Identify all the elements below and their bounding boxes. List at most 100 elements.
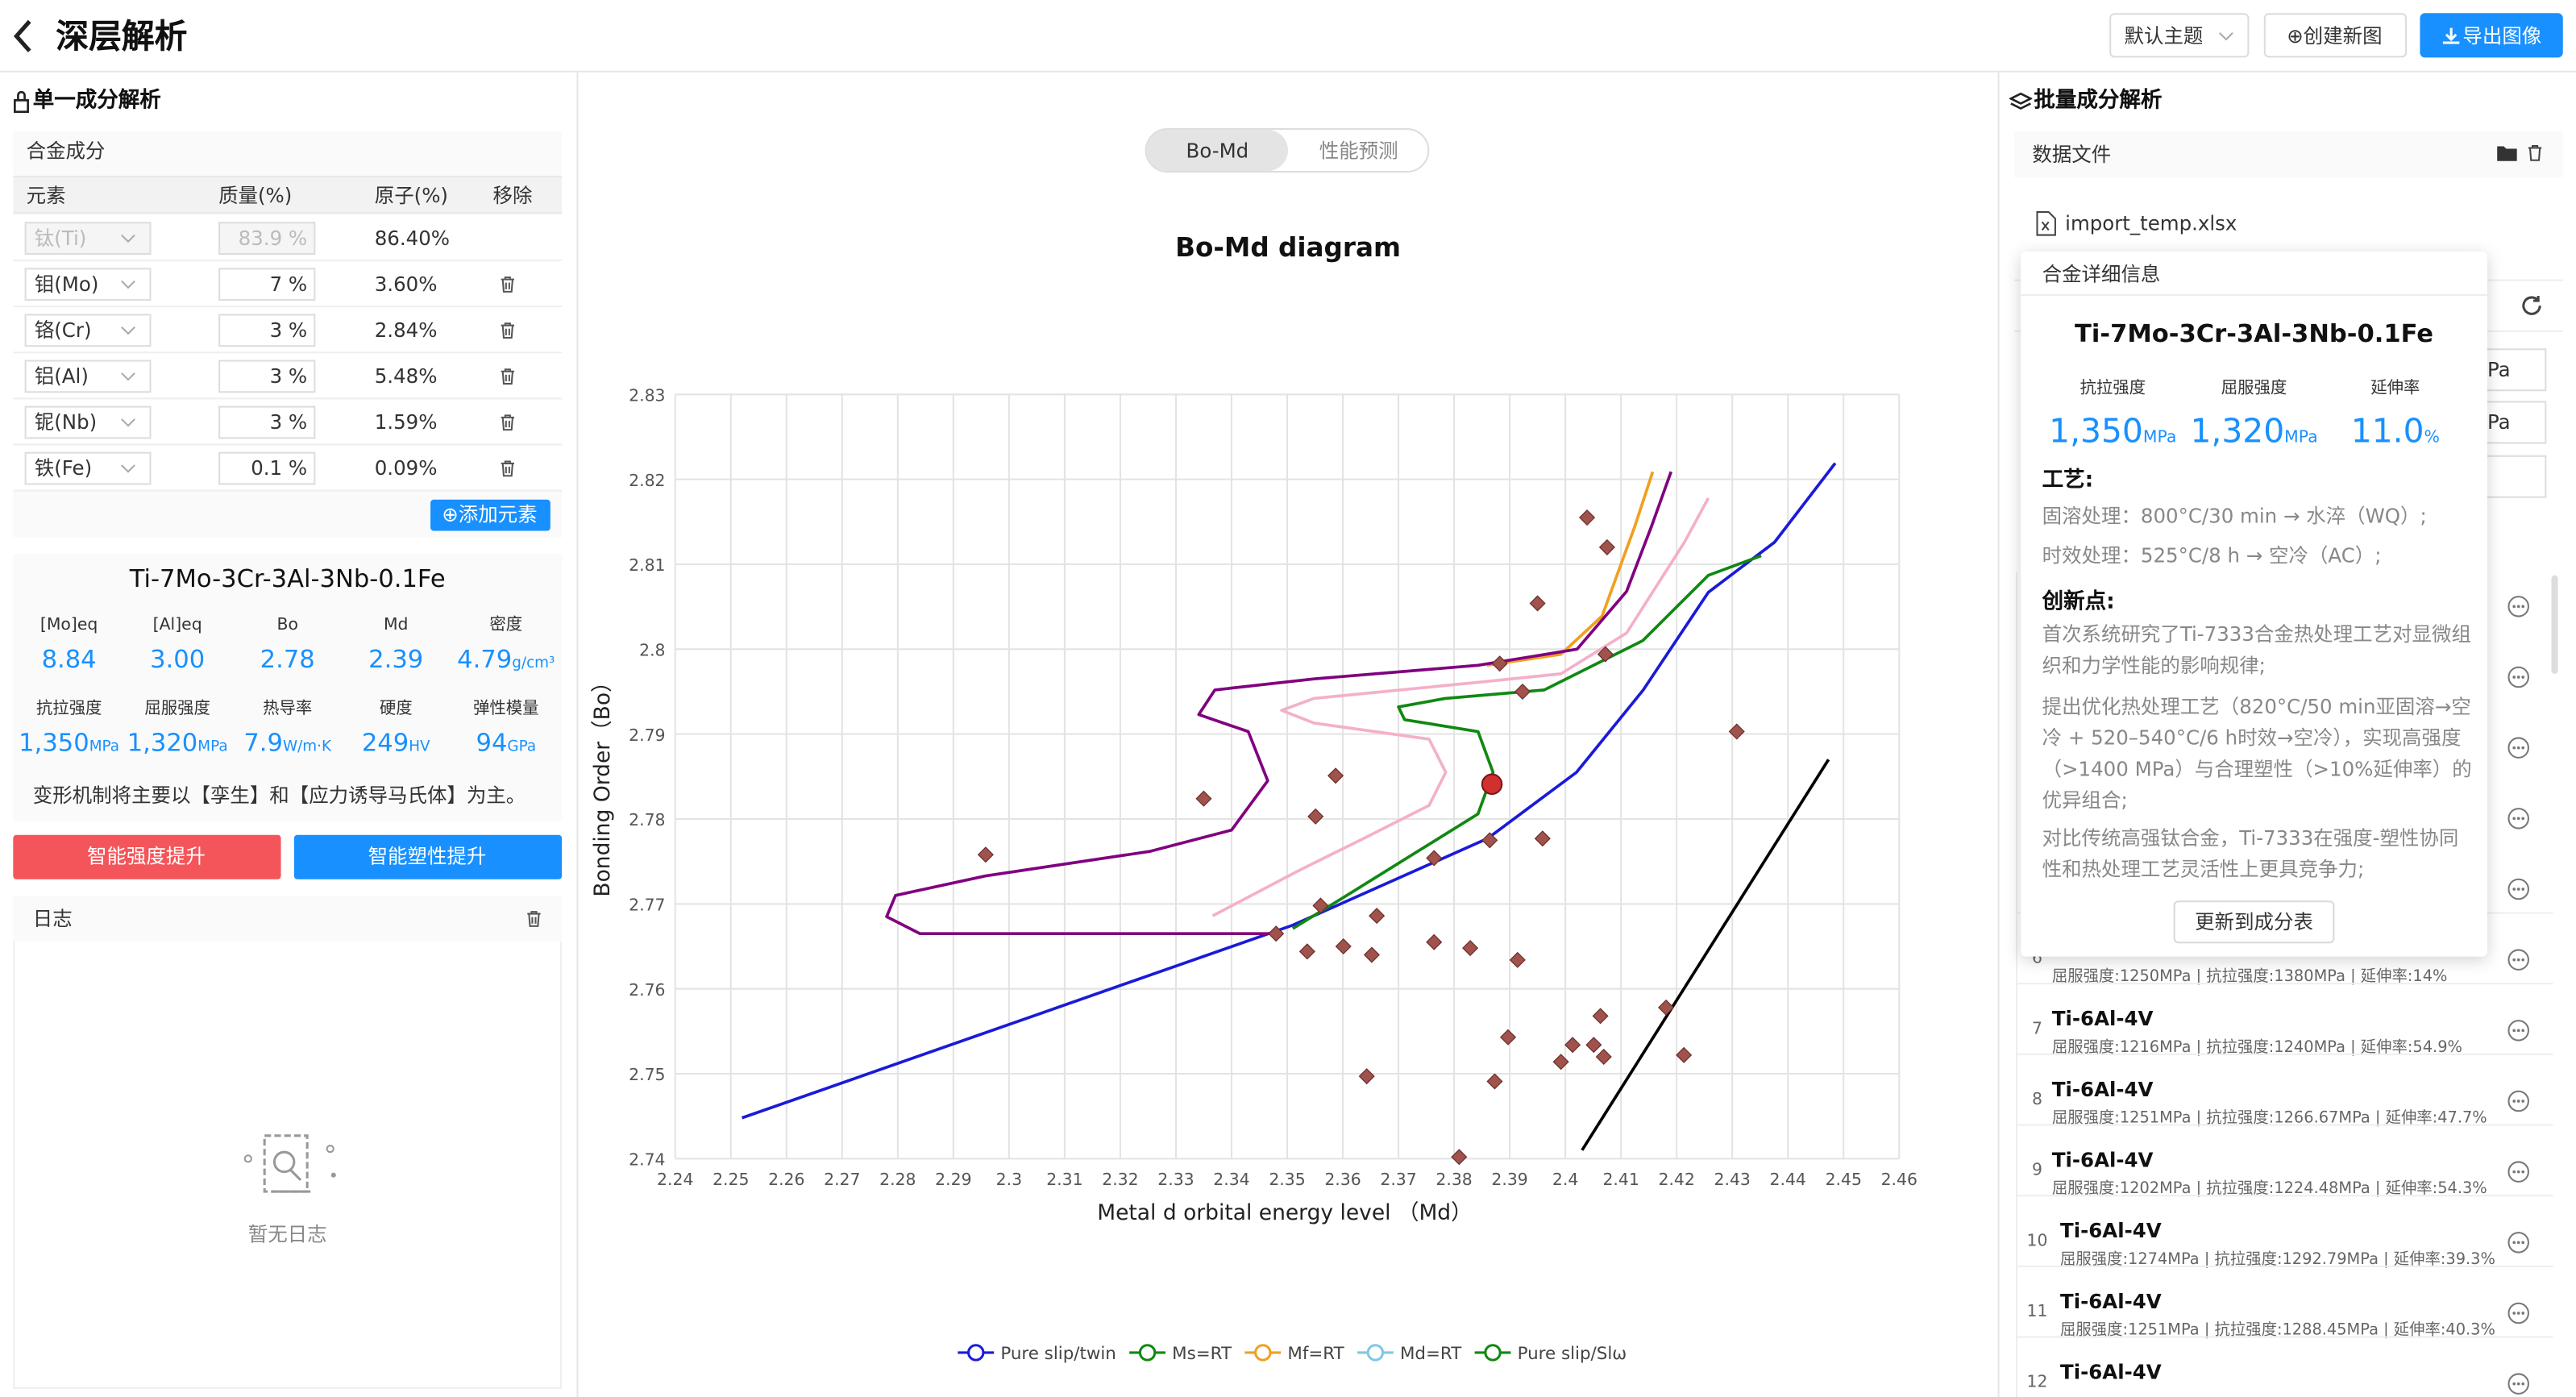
empty-log-icon-part	[326, 1145, 334, 1154]
select-arrow-part-part	[121, 234, 135, 243]
more-icon-part	[2507, 1302, 2529, 1324]
data-point	[1268, 925, 1285, 942]
item-index: 7	[2031, 1021, 2042, 1039]
remove-icon-part	[501, 368, 514, 385]
more-icon-part-part	[2512, 1029, 2516, 1033]
data-point	[1592, 1008, 1609, 1025]
back-icon[interactable]	[10, 18, 36, 54]
new-chart-button[interactable]	[2263, 13, 2408, 58]
element-select[interactable]	[24, 405, 152, 439]
more-icon[interactable]	[2507, 595, 2530, 618]
list-divider	[2017, 1053, 2553, 1055]
more-icon-part-part	[2516, 1100, 2520, 1103]
mass-value: 7 %	[269, 272, 308, 296]
more-icon-part	[2507, 1373, 2529, 1395]
remove-icon[interactable]	[498, 367, 517, 386]
more-icon[interactable]	[2507, 1019, 2530, 1042]
scrollbar	[2551, 575, 2558, 674]
remove-icon[interactable]	[498, 459, 517, 478]
select-arrow	[120, 464, 136, 473]
param-number: 8.84	[41, 644, 97, 674]
more-icon[interactable]	[2507, 1160, 2530, 1183]
more-icon[interactable]	[2507, 1372, 2530, 1395]
data-point	[1564, 1037, 1581, 1054]
refresh-icon[interactable]	[2520, 294, 2544, 318]
item-index: 9	[2031, 1162, 2042, 1180]
mass-value: 3 %	[269, 364, 308, 389]
x-tick-label: 2.25	[713, 1170, 749, 1189]
element-name: 铬(Cr)	[34, 318, 92, 343]
y-tick-label: 2.74	[629, 1150, 665, 1170]
remove-icon-part-part	[501, 276, 514, 293]
column-header: 移除	[492, 184, 533, 207]
log-header	[13, 896, 563, 942]
more-icon[interactable]	[2507, 1302, 2530, 1325]
item-desc: 屈服强度:1251MPa | 抗拉强度:1288.45MPa | 延伸率:40.…	[2060, 1321, 2495, 1340]
element-select[interactable]	[24, 360, 152, 393]
add-element-button[interactable]	[430, 499, 551, 531]
plasticity-button[interactable]	[293, 834, 563, 879]
more-icon[interactable]	[2507, 807, 2530, 830]
element-select[interactable]	[24, 268, 152, 301]
element-select[interactable]	[24, 451, 152, 485]
property-value: 7.9W/m·K	[243, 728, 331, 763]
mass-value: 3 %	[269, 318, 308, 343]
remove-icon[interactable]	[498, 413, 517, 432]
section-icon-part-part	[14, 90, 29, 113]
more-icon[interactable]	[2507, 948, 2530, 971]
folder-icon[interactable]	[2495, 143, 2519, 162]
atomic-value: 0.09%	[374, 456, 438, 480]
data-point	[1312, 897, 1329, 914]
mass-input[interactable]	[218, 405, 316, 439]
series-line	[1291, 554, 1762, 930]
page-title: 深层解析	[56, 16, 188, 56]
more-icon[interactable]	[2507, 1231, 2530, 1254]
mass-input	[218, 222, 316, 256]
tab-label[interactable]: 性能预测	[1319, 139, 1398, 163]
property-unit: MPa	[89, 739, 120, 756]
more-icon[interactable]	[2507, 736, 2530, 759]
element-name: 铝(Al)	[34, 364, 89, 389]
remove-icon-part	[501, 414, 514, 431]
popup-button-label[interactable]: 更新到成分表	[2195, 910, 2313, 934]
trash-icon[interactable]	[2525, 143, 2545, 162]
mass-value: 0.1 %	[251, 456, 308, 480]
property-label: 弹性模量	[473, 700, 539, 718]
more-icon[interactable]	[2507, 1090, 2530, 1113]
popup-button[interactable]	[2173, 900, 2335, 944]
remove-icon-part	[501, 276, 514, 293]
popup-divider	[2021, 293, 2487, 296]
mass-input[interactable]	[218, 314, 316, 347]
element-select[interactable]	[24, 314, 152, 347]
legend-marker	[1138, 1344, 1157, 1362]
strength-label[interactable]: 智能强度提升	[87, 844, 206, 868]
log-clear-icon[interactable]	[524, 908, 543, 928]
section-icon-part	[14, 90, 29, 113]
mass-input[interactable]	[218, 451, 316, 485]
more-icon[interactable]	[2507, 878, 2530, 901]
series-line	[1211, 497, 1710, 917]
more-icon-part-part	[2507, 666, 2529, 688]
mass-input[interactable]	[218, 360, 316, 393]
export-button[interactable]	[2420, 13, 2563, 58]
more-icon[interactable]	[2507, 666, 2530, 689]
item-index: 8	[2031, 1091, 2042, 1110]
column-header: 元素	[26, 184, 66, 207]
legend-label: Pure slip/Slω	[1518, 1344, 1627, 1364]
list-divider	[2017, 1195, 2553, 1197]
add-element-label[interactable]: ⊕添加元素	[442, 502, 538, 526]
tab-active[interactable]	[1146, 130, 1289, 172]
tab-label[interactable]: Bo-Md	[1186, 139, 1249, 163]
theme-select[interactable]	[2109, 13, 2250, 58]
metric-number: 11.0	[2350, 410, 2424, 451]
trash-icon-part	[2528, 145, 2542, 161]
excel-file-icon	[2036, 210, 2056, 236]
strength-button[interactable]	[13, 834, 281, 879]
remove-icon[interactable]	[498, 274, 517, 293]
mass-input[interactable]	[218, 268, 316, 301]
data-point	[1676, 1046, 1693, 1063]
plasticity-label[interactable]: 智能塑性提升	[368, 844, 487, 868]
remove-icon[interactable]	[498, 321, 517, 340]
y-tick-label: 2.8	[639, 640, 665, 659]
